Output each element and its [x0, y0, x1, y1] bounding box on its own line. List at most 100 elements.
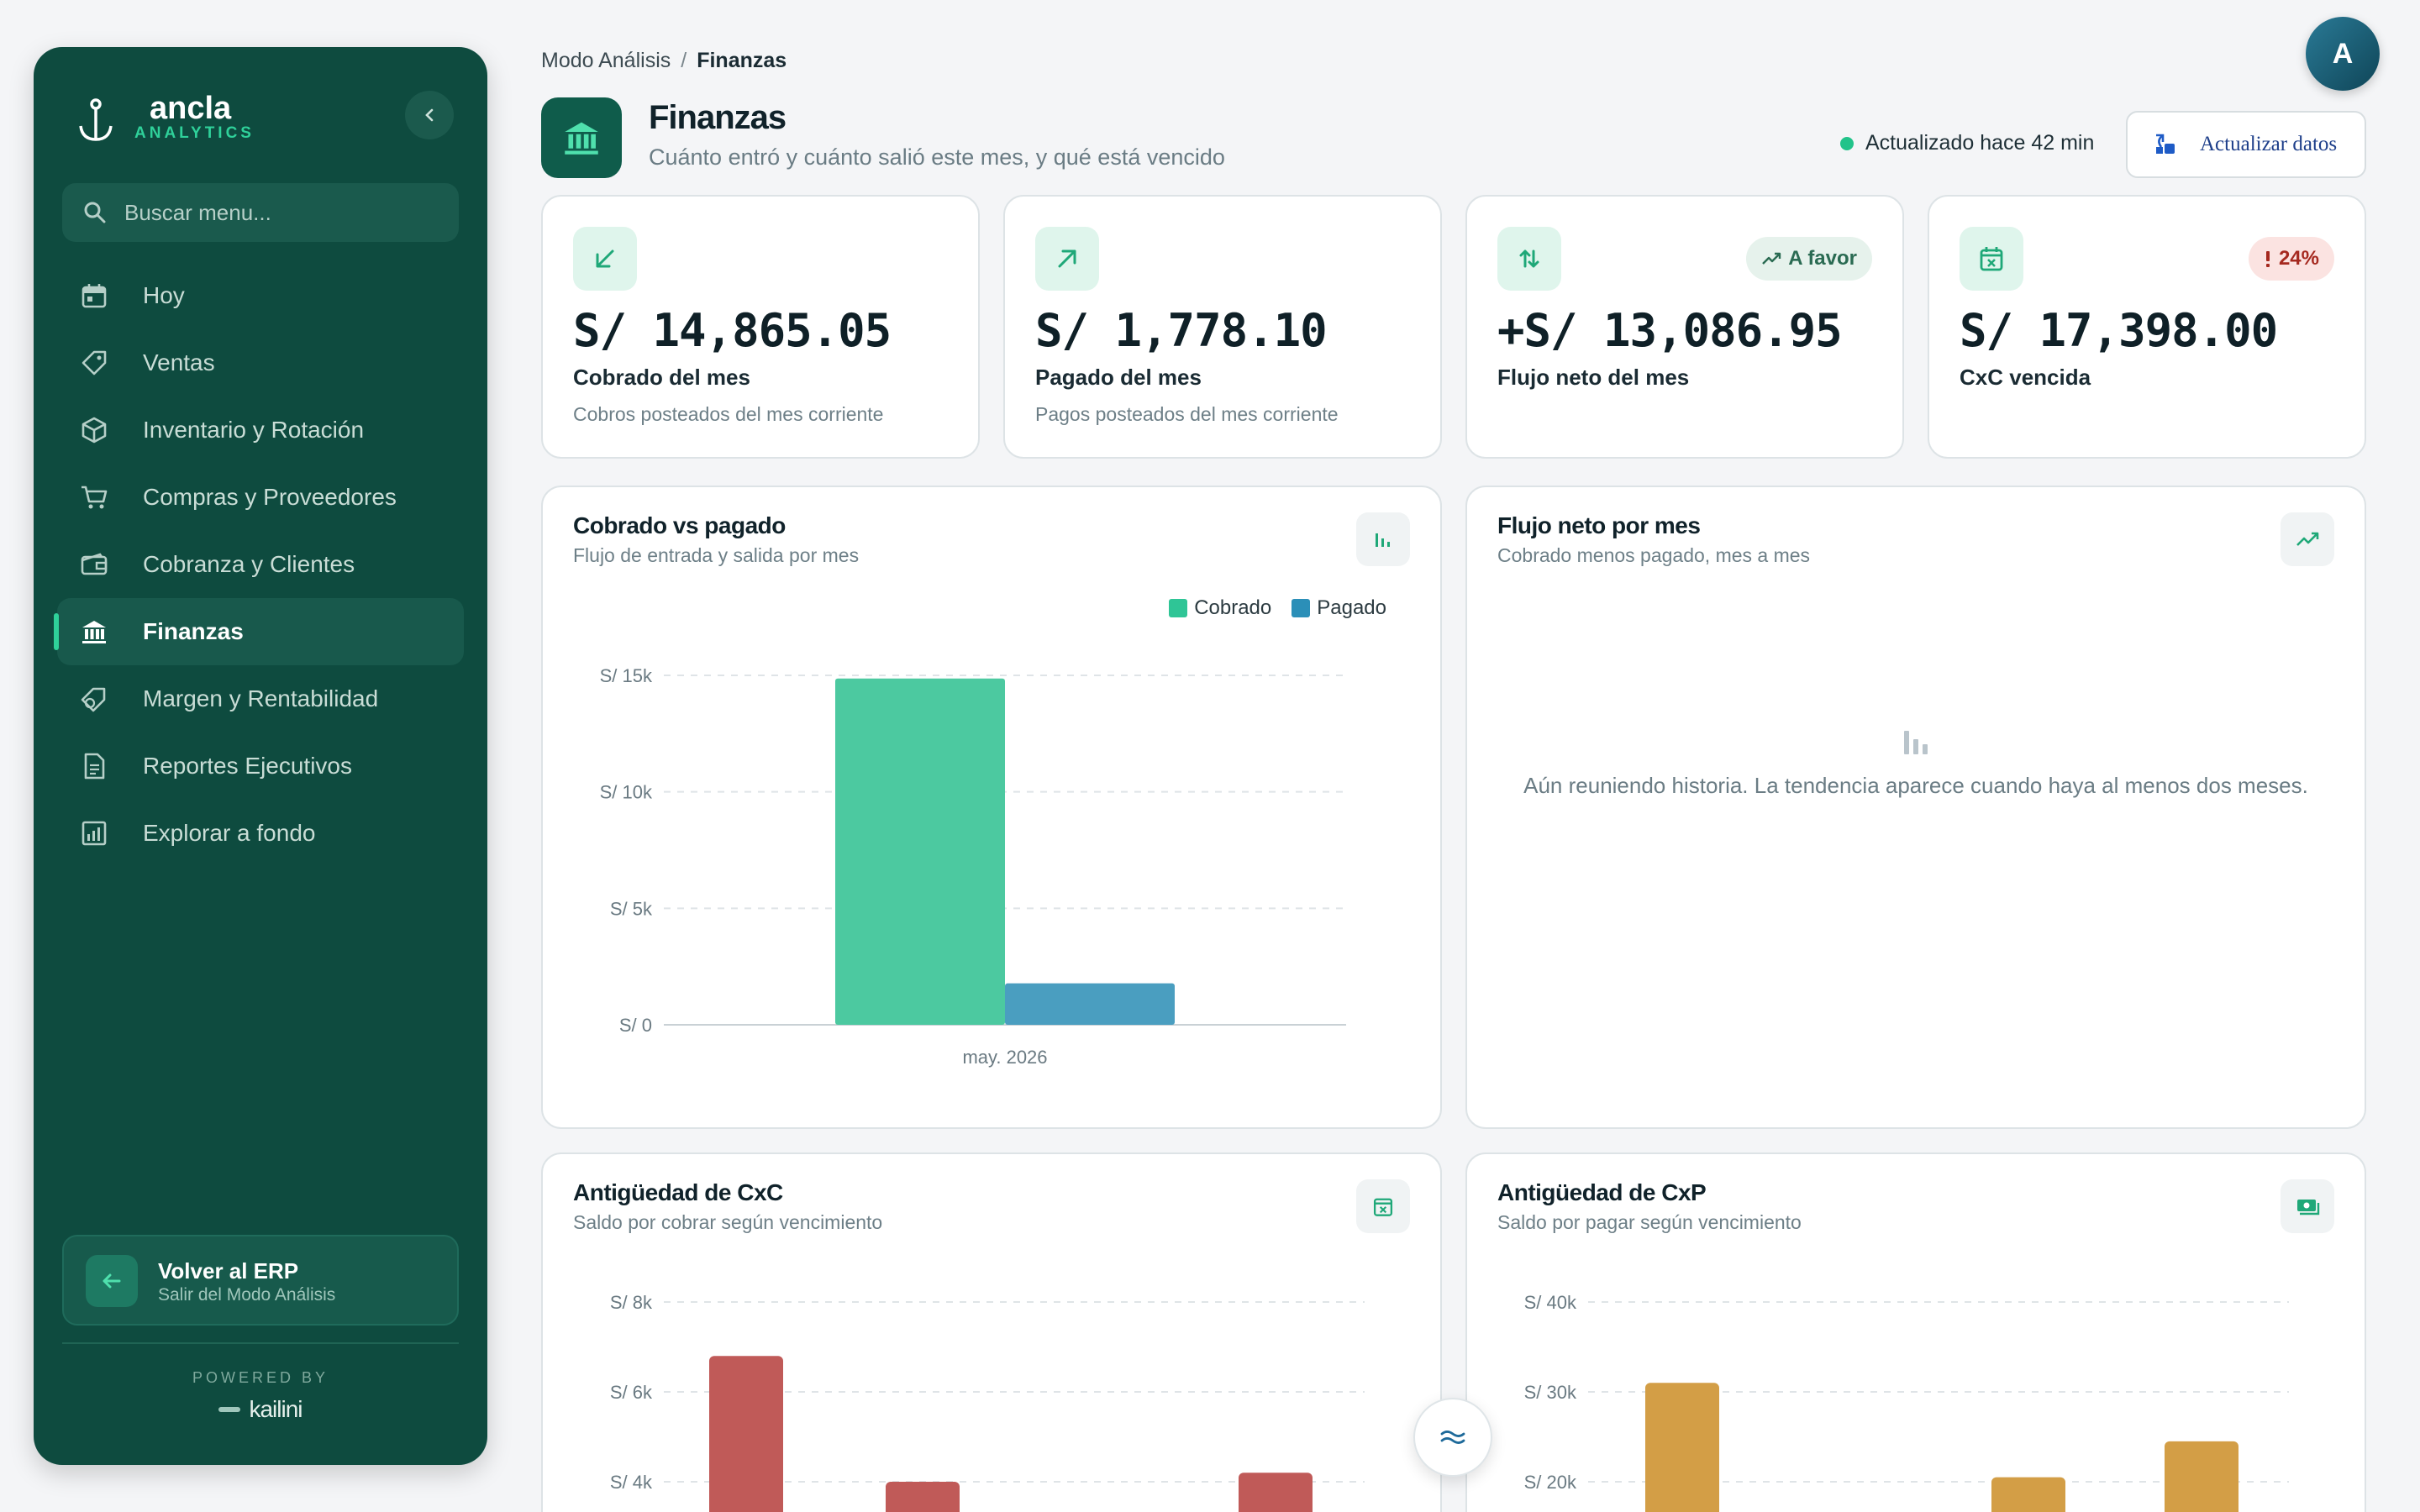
kpi-value: +S/ 13,086.95 [1497, 304, 1843, 357]
cash-icon[interactable] [2281, 1179, 2334, 1233]
kailini-name: kailini [249, 1396, 302, 1422]
bar-chart-icon [1467, 722, 2365, 754]
search-input[interactable]: Buscar menu... [62, 183, 459, 242]
sidebar-item-hoy[interactable]: Hoy [57, 262, 464, 329]
chart-card-cobrado-vs-pagado: Cobrado vs pagado Flujo de entrada y sal… [541, 486, 1442, 1129]
x-tick-label: may. 2026 [962, 1047, 1047, 1068]
chart-card-antiguedad-cxp: Antigüedad de CxP Saldo por pagar según … [1465, 1152, 2366, 1512]
sidebar-nav: Hoy Ventas Inventario y Rotación Compras… [54, 262, 464, 867]
tag-icon [77, 346, 111, 380]
kpi-card-cxc-vencida: 24% S/ 17,398.00 CxC vencida [1928, 195, 2366, 459]
chart-subtitle: Saldo por cobrar según vencimiento [573, 1211, 883, 1233]
brand-name: ancla [150, 91, 232, 126]
bar [2165, 1441, 2238, 1512]
bar [886, 1482, 960, 1512]
sidebar-item-label: Cobranza y Clientes [143, 551, 355, 577]
sidebar-item-cobranza[interactable]: Cobranza y Clientes [57, 531, 464, 598]
y-tick-label: S/ 10k [600, 782, 653, 803]
calendar-icon [77, 279, 111, 312]
y-tick-label: S/ 20k [1524, 1472, 1577, 1493]
chart-legend: Cobrado Pagado [1149, 596, 1386, 620]
sidebar-item-explorar[interactable]: Explorar a fondo [57, 800, 464, 867]
powered-by-label: POWERED BY [192, 1369, 329, 1386]
chart-title: Antigüedad de CxC [573, 1179, 783, 1205]
calendar-x-icon[interactable] [1356, 1179, 1410, 1233]
avatar[interactable]: A [2306, 17, 2380, 91]
badge-text: 24% [2278, 247, 2319, 270]
calendar-x-icon [1960, 227, 2023, 291]
bar-pagado [1005, 983, 1175, 1025]
refresh-data-button[interactable]: Actualizar datos [2126, 111, 2366, 178]
search-icon [84, 202, 106, 223]
back-title: Volver al ERP [158, 1258, 299, 1284]
sidebar: ancla ANALYTICS Buscar menu... Hoy Venta… [34, 47, 487, 1465]
kpi-card-flujo: A favor +S/ 13,086.95 Flujo neto del mes [1465, 195, 1904, 459]
waves-icon [1440, 1431, 1465, 1444]
bank-icon [77, 615, 111, 648]
box-icon [77, 413, 111, 447]
kpi-label: CxC vencida [1960, 365, 2091, 390]
sidebar-item-ventas[interactable]: Ventas [57, 329, 464, 396]
brand-logo[interactable]: ancla [76, 87, 328, 146]
sidebar-item-inventario[interactable]: Inventario y Rotación [57, 396, 464, 464]
arrow-down-left-icon [573, 227, 637, 291]
y-tick-label: S/ 30k [1524, 1382, 1577, 1403]
back-subtitle: Salir del Modo Análisis [158, 1285, 336, 1305]
breadcrumb-parent[interactable]: Modo Análisis [541, 49, 671, 72]
chart-title: Flujo neto por mes [1497, 512, 1701, 538]
cobrado-pagado-chart: S/ 0 S/ 5k S/ 10k S/ 15k may. 2026 [600, 665, 1346, 1068]
chart-card-antiguedad-cxc: Antigüedad de CxC Saldo por cobrar según… [541, 1152, 1442, 1512]
kpi-subtitle: Cobros posteados del mes corriente [573, 403, 884, 425]
bar-chart-icon[interactable] [1356, 512, 1410, 566]
chart-title: Cobrado vs pagado [573, 512, 786, 538]
status-badge: A favor [1746, 237, 1872, 281]
y-tick-label: S/ 8k [610, 1292, 653, 1313]
status-dot [1840, 136, 1854, 150]
price-tag-icon [77, 682, 111, 716]
y-tick-label: S/ 0 [619, 1015, 652, 1036]
cart-icon [77, 480, 111, 514]
kpi-value: S/ 14,865.05 [573, 304, 892, 357]
chart-title: Antigüedad de CxP [1497, 1179, 1707, 1205]
chevron-left-icon [425, 108, 434, 122]
kpi-card-cobrado: S/ 14,865.05 Cobrado del mes Cobros post… [541, 195, 980, 459]
y-tick-label: S/ 5k [610, 898, 653, 919]
badge-text: A favor [1788, 247, 1857, 270]
floating-menu-button[interactable] [1413, 1398, 1492, 1477]
exclamation-icon [2265, 251, 2270, 267]
document-icon [77, 749, 111, 783]
collapse-sidebar-button[interactable] [405, 91, 454, 139]
back-to-erp-button[interactable]: Volver al ERP Salir del Modo Análisis [62, 1235, 459, 1326]
sidebar-item-reportes[interactable]: Reportes Ejecutivos [57, 732, 464, 800]
legend-item-cobrado[interactable]: Cobrado [1169, 596, 1271, 620]
legend-label: Pagado [1317, 596, 1386, 619]
kpi-value: S/ 1,778.10 [1035, 304, 1328, 357]
legend-swatch [1169, 599, 1188, 617]
sidebar-item-label: Inventario y Rotación [143, 417, 365, 443]
legend-item-pagado[interactable]: Pagado [1292, 596, 1386, 620]
sidebar-item-label: Compras y Proveedores [143, 484, 397, 510]
kpi-value: S/ 17,398.00 [1960, 304, 2278, 357]
arrow-left-icon [86, 1255, 138, 1307]
anchor-icon [79, 98, 113, 141]
y-tick-label: S/ 6k [610, 1382, 653, 1403]
sidebar-item-finanzas[interactable]: Finanzas [54, 598, 464, 665]
sidebar-item-margen[interactable]: Margen y Rentabilidad [57, 665, 464, 732]
breadcrumb-separator: / [681, 49, 687, 72]
refresh-icon [2156, 134, 2175, 154]
sidebar-item-label: Ventas [143, 349, 215, 375]
chart-card-flujo-neto: Flujo neto por mes Cobrado menos pagado,… [1465, 486, 2366, 1129]
status-badge: 24% [2248, 237, 2334, 281]
status-text: Actualizado hace 42 min [1865, 131, 2095, 155]
kpi-label: Pagado del mes [1035, 365, 1202, 390]
chart-subtitle: Cobrado menos pagado, mes a mes [1497, 544, 1811, 566]
sidebar-item-compras[interactable]: Compras y Proveedores [57, 464, 464, 531]
chart-subtitle: Flujo de entrada y salida por mes [573, 544, 860, 566]
sidebar-item-label: Margen y Rentabilidad [143, 685, 379, 711]
brand-tagline: ANALYTICS [134, 124, 255, 142]
search-placeholder: Buscar menu... [124, 199, 271, 225]
sidebar-item-label: Hoy [143, 282, 185, 308]
y-tick-label: S/ 40k [1524, 1292, 1577, 1313]
trending-up-icon[interactable] [2281, 512, 2334, 566]
legend-label: Cobrado [1194, 596, 1272, 619]
